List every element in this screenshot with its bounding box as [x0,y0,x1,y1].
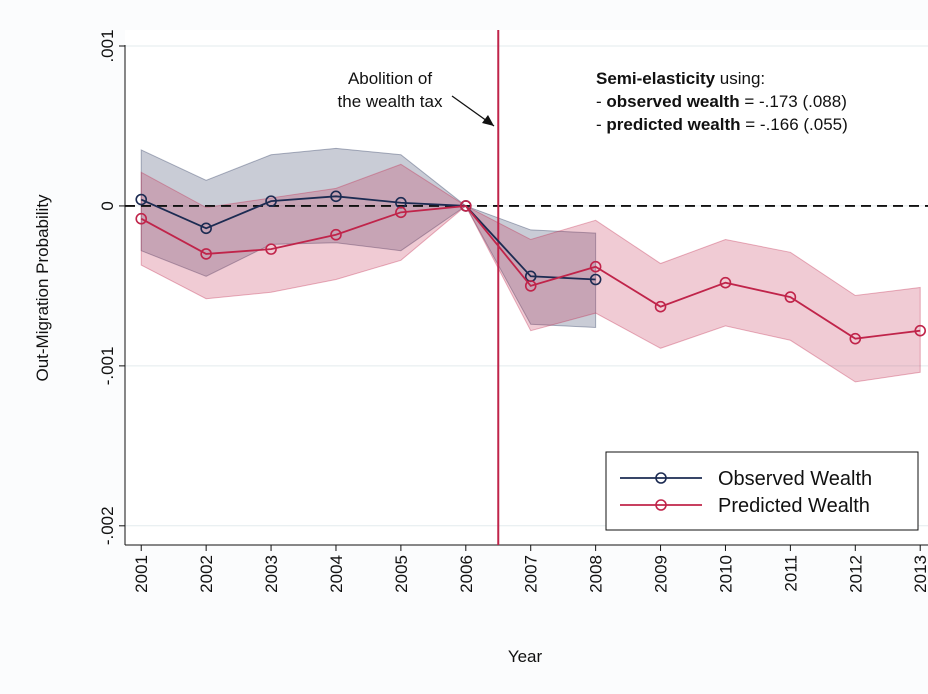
x-tick-label: 2009 [652,555,671,593]
note-part: = -.166 (.055) [741,115,848,134]
y-axis-label: Out-Migration Probability [33,194,52,382]
marker [135,193,148,206]
confidence-band [140,163,921,383]
legend-marker [655,472,667,484]
marker [265,243,277,255]
x-tick-label: 2012 [846,555,865,593]
series-line [140,204,921,340]
confidence-band [140,147,597,329]
y-tick-label: -.002 [98,506,117,545]
legend-box [605,451,919,531]
marker [719,276,732,289]
legend-label: Predicted Wealth [718,495,870,517]
note-part: using: [715,69,765,88]
marker [589,273,602,286]
x-tick-label: 2011 [781,555,800,592]
series-line [140,195,596,281]
marker [914,324,927,337]
marker [200,222,212,235]
marker [460,200,472,212]
x-tick-label: 2006 [457,555,476,593]
note-part: - [596,115,606,134]
marker [589,260,602,273]
x-tick-label: 2001 [132,555,151,593]
y-tick-label: .001 [98,29,117,62]
marker [524,280,537,292]
legend-label: Observed Wealth [718,468,872,490]
annotation: the wealth tax [338,92,443,111]
note-part: - [596,92,606,111]
y-tick-label: 0 [98,201,117,210]
note: - predicted wealth = -.166 (.055) [596,115,848,134]
marker [330,190,342,203]
x-tick-label: 2010 [716,555,735,593]
arrow-head [482,115,494,126]
marker [395,206,407,219]
marker [330,228,342,241]
marker [654,300,667,313]
marker [784,291,797,303]
marker [135,212,148,225]
note: Semi-elasticity using: [596,69,765,88]
x-tick-label: 2013 [911,555,928,593]
note-part: predicted wealth [606,115,740,134]
legend-marker [655,499,667,511]
x-tick-label: 2002 [197,555,216,593]
marker [849,332,862,345]
x-axis-label: Year [508,647,543,666]
x-tick-label: 2007 [522,555,541,593]
y-tick-label: -.001 [98,346,117,385]
marker [265,195,277,207]
note-part: observed wealth [606,92,739,111]
x-tick-label: 2003 [262,555,281,593]
note: - observed wealth = -.173 (.088) [596,92,847,111]
x-tick-label: 2008 [587,555,606,593]
annotation: Abolition of [348,69,432,88]
note-part: Semi-elasticity [596,69,716,88]
x-tick-label: 2004 [327,555,346,593]
x-tick-label: 2005 [392,555,411,593]
note-part: = -.173 (.088) [740,92,847,111]
marker [200,248,212,260]
